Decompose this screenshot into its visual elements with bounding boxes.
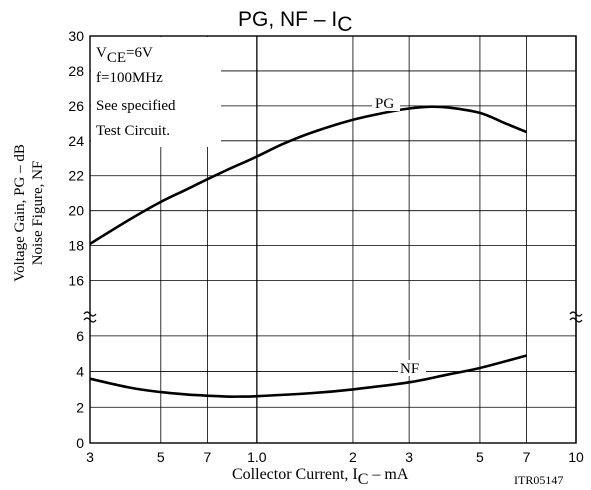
y-tick-label: 30 [68, 28, 84, 44]
y-tick-label: 20 [68, 203, 84, 219]
nf-series-label: NF [400, 361, 419, 377]
pg-series-line [89, 105, 528, 246]
y-tick-label: 24 [68, 133, 84, 149]
y-tick-label: 26 [68, 98, 84, 114]
y-tick-label: 2 [76, 399, 84, 415]
x-tick-label: 2 [349, 449, 357, 465]
x-tick-label: 3 [86, 449, 94, 465]
figure-code: ITR05147 [514, 473, 563, 487]
condition-frequency: f=100MHz [96, 70, 163, 86]
condition-circuit-1: See specified [96, 98, 176, 114]
y-tick-label: 6 [76, 328, 84, 344]
y-tick-label: 16 [68, 273, 84, 289]
x-tick-label: 7 [523, 449, 531, 465]
conditions-box [91, 37, 221, 147]
svg-text:Voltage Gain, PG – dB: Voltage Gain, PG – dB [12, 144, 28, 282]
x-tick-label: 7 [204, 449, 212, 465]
condition-vce: VCE=6V [96, 45, 153, 66]
pg-label-bg [372, 95, 400, 111]
y-axis-label: Voltage Gain, PG – dB Noise Figure, NF [12, 144, 46, 282]
x-tick-label: 3 [405, 449, 413, 465]
axis-break-left-icon [83, 311, 97, 323]
x-axis-label: Collector Current, IC – mA [232, 466, 409, 488]
axis-break-gap-right [568, 306, 574, 324]
x-tick-label: 5 [157, 449, 165, 465]
nf-series-line [89, 354, 527, 398]
y-tick-label: 18 [68, 238, 84, 254]
y-tick-label: 22 [68, 168, 84, 184]
y-tick-label: 0 [76, 435, 84, 451]
y-tick-label: 28 [68, 63, 84, 79]
nf-label-bg [398, 360, 426, 376]
chart-title: PG, NF – IC [238, 8, 352, 36]
x-tick-label: 10 [568, 449, 584, 465]
axis-break-gap [80, 306, 86, 324]
x-tick-label: 1.0 [247, 449, 267, 465]
series-lines [89, 105, 528, 398]
condition-circuit-2: Test Circuit. [96, 123, 170, 139]
pg-series-label: PG [375, 96, 394, 112]
y-tick-label: 4 [76, 364, 84, 380]
svg-text:Noise Figure, NF: Noise Figure, NF [30, 161, 46, 266]
axis-break-right-icon [569, 311, 583, 323]
x-tick-label: 5 [476, 449, 484, 465]
plot-frame [89, 35, 577, 444]
